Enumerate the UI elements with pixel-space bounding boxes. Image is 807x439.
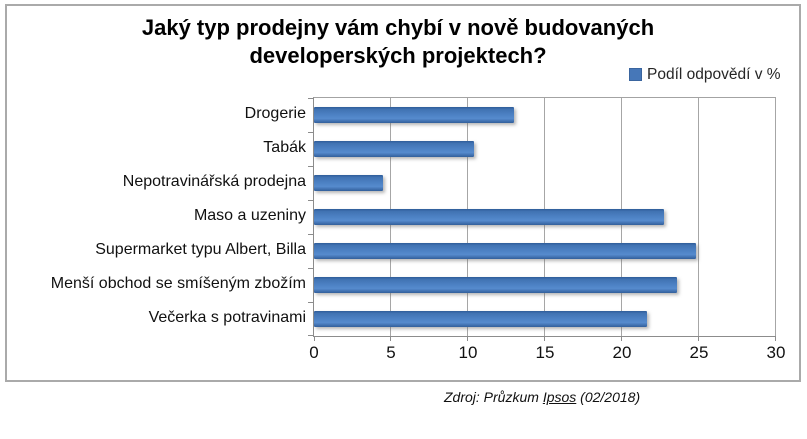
y-axis-tick xyxy=(308,98,314,99)
y-axis-tick xyxy=(308,200,314,201)
bar xyxy=(314,209,664,225)
gridline xyxy=(698,98,699,336)
category-label: Drogerie xyxy=(244,105,306,122)
x-axis-tick-label: 5 xyxy=(386,343,396,362)
x-axis-tick-label: 0 xyxy=(309,343,319,362)
gridline xyxy=(775,98,776,336)
category-label: Večerka s potravinami xyxy=(148,309,306,326)
bar xyxy=(314,277,678,293)
y-axis-tick xyxy=(308,335,314,336)
plot-area: 0 5 10 15 20 25 30 xyxy=(308,97,785,362)
x-axis-tick-label: 30 xyxy=(766,343,786,362)
y-axis-tick xyxy=(308,268,314,269)
category-label: Menší obchod se smíšeným zbožím xyxy=(50,275,306,292)
x-axis-tick xyxy=(467,336,468,341)
x-axis-tick xyxy=(775,336,776,341)
bar xyxy=(314,311,647,327)
legend-swatch-icon xyxy=(629,68,642,81)
x-axis-tick-label: 15 xyxy=(535,343,555,362)
legend: Podíl odpovědí v % xyxy=(629,66,781,83)
category-label: Nepotravinářská prodejna xyxy=(122,173,306,190)
y-axis-tick xyxy=(308,166,314,167)
source-prefix: Zdroj: Průzkum xyxy=(444,389,543,405)
bar xyxy=(314,243,696,259)
source-note: Zdroj: Průzkum Ipsos (02/2018) xyxy=(444,389,640,405)
legend-label: Podíl odpovědí v % xyxy=(647,65,781,83)
category-label: Supermarket typu Albert, Billa xyxy=(95,241,306,258)
x-axis-tick-label: 25 xyxy=(689,343,709,362)
source-underlined: Ipsos xyxy=(542,389,577,405)
category-label: Maso a uzeniny xyxy=(193,207,306,224)
x-axis-tick xyxy=(698,336,699,341)
x-axis-tick-label: 20 xyxy=(612,343,632,362)
source-suffix: (02/2018) xyxy=(576,389,641,405)
category-axis-labels: Drogerie Tabák Nepotravinářská prodejna Mas… xyxy=(10,97,306,335)
x-axis-tick xyxy=(314,336,315,341)
x-axis-tick xyxy=(544,336,545,341)
y-axis-tick xyxy=(308,302,314,303)
bar xyxy=(314,175,384,191)
y-axis-tick xyxy=(308,132,314,133)
category-label: Tabák xyxy=(263,139,306,156)
chart-title: Jaký typ prodejny vám chybí v nově budov… xyxy=(0,14,796,70)
x-axis-tick xyxy=(621,336,622,341)
chart-title-line2: developerských projektech? xyxy=(249,43,547,68)
x-axis-tick xyxy=(390,336,391,341)
y-axis-tick xyxy=(308,234,314,235)
x-axis-tick-label: 10 xyxy=(458,343,478,362)
chart-title-line1: Jaký typ prodejny vám chybí v nově budov… xyxy=(141,15,655,40)
bar xyxy=(314,107,515,123)
bar xyxy=(314,141,475,157)
